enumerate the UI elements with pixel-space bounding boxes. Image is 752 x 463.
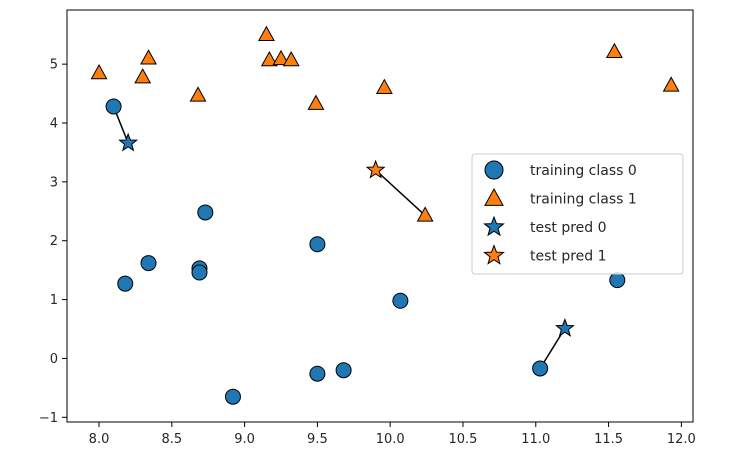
training-class-0-point-0	[105, 98, 122, 115]
training-class-0-point-12	[609, 272, 626, 289]
training-class-1-point-8	[307, 94, 325, 110]
training-class-1-point-7	[282, 50, 300, 67]
x-axis: 8.0 8.5 9.0 9.5 10.0 10.5 11.0 11.5 12.0	[89, 422, 696, 447]
x-tick-label: 10.5	[449, 432, 478, 447]
x-tick-label: 9.5	[307, 432, 328, 447]
y-tick-label: 3	[50, 175, 58, 190]
x-tick-label: 8.5	[161, 432, 182, 447]
y-tick-label: 5	[50, 58, 58, 73]
training-class-1-point-2	[140, 49, 157, 65]
training-class-1-point-9	[375, 78, 393, 94]
training-class-0-point-5	[197, 204, 214, 221]
y-axis: −1 0 1 2 3 4 5	[39, 58, 67, 426]
legend-label-0: training class 0	[530, 163, 637, 179]
training-class-1-point-6	[272, 49, 290, 66]
x-tick-label: 11.0	[521, 432, 550, 447]
legend-marker-3	[483, 244, 505, 265]
training-class-0-point-2	[140, 255, 157, 272]
y-tick-label: 2	[50, 234, 58, 249]
training-class-0-point-4	[191, 264, 208, 281]
training-class-1-point-0	[90, 63, 108, 80]
training-class-0-point-11	[532, 360, 549, 377]
training-class-0-point-10	[392, 292, 409, 309]
axes-frame	[66, 9, 694, 423]
training-class-1-point-12	[662, 76, 680, 92]
training-class-1-point-10	[416, 206, 434, 222]
training-class-0-point-6	[224, 388, 241, 405]
y-tick-label: 1	[50, 293, 58, 308]
training-class-1-point-4	[257, 25, 275, 41]
legend-label-1: training class 1	[530, 192, 637, 208]
test-pred-1-point-0	[365, 159, 386, 179]
y-tick-label: −1	[39, 411, 58, 426]
training-class-0-point-1	[117, 275, 134, 292]
training-class-0-point-9	[335, 362, 352, 379]
training-class-1-point-11	[605, 42, 623, 59]
legend-label-2: test pred 0	[530, 220, 607, 236]
training-class-0-point-7	[309, 236, 326, 253]
y-tick-label: 0	[50, 352, 58, 367]
training-class-1-point-3	[189, 86, 207, 102]
training-class-1-point-1	[134, 68, 152, 84]
training-class-0-point-8	[309, 365, 326, 382]
y-tick-label: 4	[50, 117, 58, 132]
legend: training class 0 training class 1 test pre…	[471, 153, 684, 275]
training-class-1-point-5	[260, 50, 278, 67]
x-tick-label: 9.0	[234, 432, 255, 447]
data-point-layer	[90, 25, 680, 405]
x-tick-label: 11.5	[594, 432, 623, 447]
legend-marker-1	[484, 187, 504, 206]
legend-marker-0	[484, 160, 504, 180]
legend-marker-2	[483, 215, 505, 237]
legend-box	[471, 153, 684, 275]
x-tick-label: 12.0	[667, 432, 696, 447]
x-tick-label: 8.0	[89, 432, 110, 447]
legend-label-3: test pred 1	[530, 249, 607, 265]
neighbor-link-2	[375, 169, 426, 216]
x-tick-label: 10.0	[376, 432, 405, 447]
test-pred-0-point-0	[118, 132, 139, 152]
test-pred-0-point-1	[554, 317, 575, 337]
